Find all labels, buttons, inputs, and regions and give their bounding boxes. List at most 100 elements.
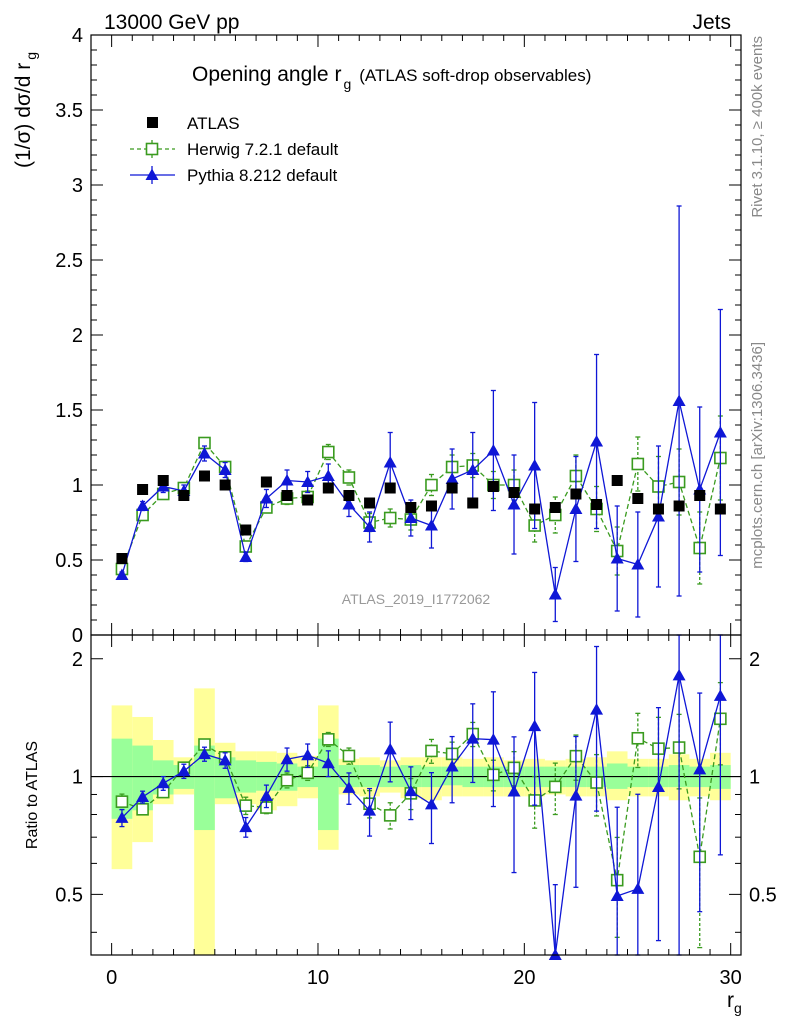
- atlas-point: [549, 502, 561, 513]
- ratio-axis-ticks: 0.5 0.51 12 20 10 20 30: [55, 635, 777, 989]
- atlas-point: [446, 482, 458, 494]
- ratio-band-stat-bin: [214, 757, 236, 799]
- pythia-point: [259, 492, 273, 504]
- herwig-ratio-point: [136, 803, 149, 816]
- pythia-ratio-point: [590, 703, 604, 715]
- herwig-point: [342, 471, 356, 484]
- pythia-point: [239, 550, 253, 562]
- pythia-point: [569, 502, 583, 514]
- pythia-ratio-line: [121, 675, 721, 956]
- herwig-point: [631, 457, 645, 471]
- main-y-tick-label: 0: [72, 625, 83, 647]
- ratio-y-tick-label-right: 0.5: [749, 884, 777, 906]
- x-tick-label: 0: [106, 967, 117, 989]
- side-label-rivet: Rivet 3.1.10, ≥ 400k events: [749, 36, 766, 218]
- legend-marker-herwig: [145, 142, 159, 156]
- atlas-point: [529, 503, 541, 515]
- pythia-ratio-point: [548, 948, 562, 960]
- pythia-point: [321, 469, 335, 481]
- ratio-y-axis-label: Ratio to ATLAS: [24, 741, 41, 849]
- atlas-point: [240, 524, 252, 536]
- ratio-panel: 0.5 0.51 12 20 10 20 30: [55, 634, 777, 989]
- ratio-panel-frame: [90, 634, 742, 956]
- y-axis-label: (1/σ) dσ/d r g: [12, 52, 39, 168]
- header-right: Jets: [692, 11, 731, 34]
- pythia-ratio-point: [404, 784, 418, 797]
- atlas-point: [157, 475, 169, 486]
- pythia-point: [218, 463, 232, 475]
- y-axis-label-sub: g: [23, 52, 39, 60]
- main-axis-ticks: 0 0.5 1 1.5 2 2.5 3 3.5 4: [55, 25, 741, 647]
- pythia-ratio-point: [672, 668, 686, 681]
- pythia-point: [136, 499, 150, 511]
- atlas-point: [178, 490, 190, 501]
- pythia-ratio-point: [177, 764, 191, 777]
- atlas-point: [364, 497, 376, 509]
- pythia-ratio-point: [197, 747, 211, 760]
- herwig-ratio-point: [631, 731, 645, 745]
- pythia-ratio-point: [239, 820, 253, 833]
- main-y-tick-label: 3.5: [55, 100, 83, 122]
- herwig-point: [425, 478, 438, 492]
- chart-title-sub: g: [343, 76, 351, 92]
- x-axis-label-main: r: [727, 989, 734, 1012]
- pythia-ratio-point: [363, 804, 377, 816]
- pythia-ratio-point: [280, 752, 294, 765]
- main-y-tick-label: 0.5: [55, 550, 83, 572]
- pythia-point: [507, 498, 521, 510]
- pythia-ratio-point: [507, 785, 521, 797]
- ratio-band-stat-bin: [194, 745, 215, 831]
- legend-label-atlas: ATLAS: [187, 114, 240, 133]
- atlas-point: [611, 475, 623, 486]
- herwig-ratio-point: [322, 733, 335, 746]
- pythia-ratio-point: [651, 780, 665, 792]
- pythia-ratio-point: [321, 756, 335, 769]
- side-label-mcplots: mcplots.cern.ch [arXiv:1306.3436]: [749, 342, 766, 569]
- atlas-point: [322, 482, 334, 494]
- pythia-point: [342, 498, 356, 510]
- pythia-point: [548, 588, 562, 600]
- ratio-y-tick-label-left: 0.5: [55, 884, 83, 906]
- herwig-ratio-point: [548, 780, 562, 794]
- header-left: 13000 GeV pp: [104, 11, 239, 34]
- atlas-point: [405, 502, 417, 513]
- atlas-point: [219, 479, 231, 491]
- x-tick-label: 20: [513, 967, 535, 989]
- pythia-ratio-point: [115, 811, 129, 823]
- atlas-point: [281, 490, 293, 501]
- x-tick-label: 10: [307, 967, 329, 989]
- pythia-point: [404, 511, 418, 523]
- pythia-ratio-point: [424, 797, 438, 810]
- atlas-point: [714, 503, 726, 515]
- pythia-ratio-point: [610, 889, 624, 902]
- pythia-ratio-point: [342, 781, 356, 793]
- ratio-y-tick-label-right: 1: [749, 767, 760, 789]
- pythia-point: [280, 474, 294, 486]
- pythia-point: [445, 472, 459, 484]
- atlas-point: [632, 493, 644, 504]
- pythia-ratio-point: [259, 789, 273, 801]
- pythia-ratio-point: [713, 689, 727, 701]
- atlas-point: [652, 503, 664, 515]
- atlas-point: [384, 482, 396, 494]
- ratio-y-tick-label-left: 2: [72, 649, 83, 671]
- main-y-tick-label: 4: [72, 25, 83, 47]
- atlas-point: [508, 487, 520, 498]
- pythia-point: [301, 475, 315, 487]
- ratio-plot-content: [91, 634, 741, 960]
- legend-label-herwig: Herwig 7.2.1 default: [187, 140, 338, 159]
- atlas-point: [302, 494, 314, 506]
- main-y-tick-label: 1.5: [55, 400, 83, 422]
- pythia-point: [631, 558, 645, 570]
- herwig-ratio-point: [301, 766, 314, 780]
- ratio-y-tick-label-right: 2: [749, 649, 760, 671]
- pythia-point: [115, 568, 129, 580]
- pythia-point: [610, 552, 624, 564]
- pythia-point: [590, 435, 604, 447]
- atlas-point: [198, 470, 210, 482]
- pythia-ratio-point: [383, 742, 397, 755]
- pythia-point: [424, 519, 438, 531]
- pythia-point: [363, 520, 377, 532]
- atlas-point: [343, 490, 355, 501]
